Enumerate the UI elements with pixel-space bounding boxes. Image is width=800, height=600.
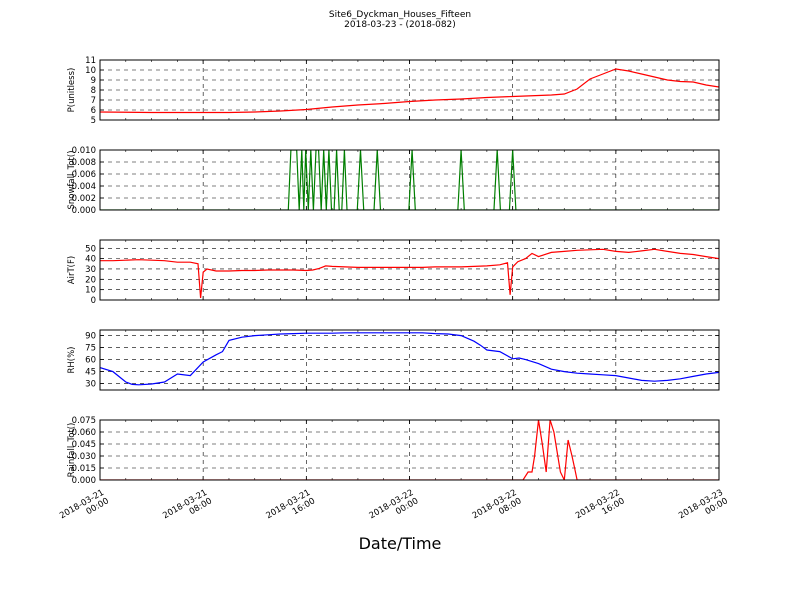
x-tick-label: 2018-03-2108:00 <box>161 488 214 530</box>
y-tick-label: 0.004 <box>72 182 96 192</box>
y-tick-label: 0.010 <box>72 146 96 156</box>
y-tick-label: 0.060 <box>72 428 96 438</box>
chart-subtitle: 2018-03-23 - (2018-082) <box>344 20 456 30</box>
y-tick-label: 30 <box>85 380 96 390</box>
x-tick-labels: 2018-03-2100:00 2018-03-2108:00 2018-03-21… <box>58 488 730 530</box>
series-spike <box>408 150 416 210</box>
series-line <box>100 420 719 480</box>
x-axis-label: Date/Time <box>358 534 442 553</box>
x-tick-label: 2018-03-2100:00 <box>58 488 111 530</box>
axes-frame <box>99 149 720 211</box>
y-tick-label: 0.000 <box>72 206 96 216</box>
y-axis-label: RH(%) <box>67 346 77 373</box>
y-tick-label: 0.006 <box>72 170 96 180</box>
x-tick-label: 2018-03-2216:00 <box>574 488 627 530</box>
y-tick-label: 5 <box>91 116 96 126</box>
y-axis-label: AirT(F) <box>67 256 77 284</box>
axes-frame <box>99 419 720 481</box>
y-tick-label: 11 <box>85 56 96 66</box>
y-tick-label: 40 <box>85 255 96 265</box>
y-tick-label: 10 <box>85 286 96 296</box>
y-tick-label: 45 <box>85 368 96 378</box>
series-spike <box>457 150 465 210</box>
y-tick-label: 9 <box>91 76 96 86</box>
y-axis-label: Snowfall_Tot() <box>67 150 77 209</box>
panel-2: 0.000 0.002 0.004 0.006 0.008 0.010Snowfall_T… <box>67 146 720 216</box>
y-tick-label: 8 <box>91 86 96 96</box>
axes-frame <box>99 329 720 391</box>
x-tick-label: 2018-03-2208:00 <box>471 488 524 530</box>
series-spike <box>356 150 365 210</box>
y-tick-label: 0.030 <box>72 452 96 462</box>
y-tick-label: 90 <box>85 332 96 342</box>
axes-frame <box>99 239 720 301</box>
y-tick-label: 10 <box>85 66 96 76</box>
y-tick-label: 0 <box>91 296 96 306</box>
y-tick-label: 60 <box>85 356 96 366</box>
series-line <box>100 332 719 386</box>
x-tick-label: 2018-03-2200:00 <box>368 488 421 530</box>
series-line <box>100 150 719 210</box>
y-tick-label: 0.002 <box>72 194 96 204</box>
x-tick-label: 2018-03-2116:00 <box>264 488 317 530</box>
y-axis-label: Rainfall_Tot() <box>67 423 77 478</box>
series-spike <box>373 150 382 210</box>
y-tick-label: 20 <box>85 275 96 285</box>
y-tick-label: 6 <box>91 106 96 116</box>
y-tick-label: 30 <box>85 265 96 275</box>
y-tick-label: 0.075 <box>72 416 96 426</box>
y-tick-label: 75 <box>85 344 96 354</box>
series-line <box>100 68 719 114</box>
series-spike <box>508 150 517 210</box>
axes-frame <box>99 59 720 121</box>
y-tick-label: 50 <box>85 244 96 254</box>
x-tick-label: 2018-03-2300:00 <box>677 488 730 530</box>
series-line <box>100 248 719 298</box>
panel-4: 30 45 60 75 90 RH(%) <box>67 329 720 391</box>
y-tick-label: 0.015 <box>72 464 96 474</box>
y-tick-label: 7 <box>91 96 96 106</box>
chart-title: Site6_Dyckman_Houses_Fifteen <box>328 10 472 20</box>
panel-5: 0.000 0.015 0.030 0.045 0.060 0.075Rainfall_T… <box>67 416 720 486</box>
y-tick-label: 0.008 <box>72 158 96 168</box>
y-tick-label: 0.045 <box>72 440 96 450</box>
series-spike <box>493 150 502 210</box>
y-axis-label: P(unitless) <box>67 68 77 113</box>
y-tick-label: 0.000 <box>72 476 96 486</box>
